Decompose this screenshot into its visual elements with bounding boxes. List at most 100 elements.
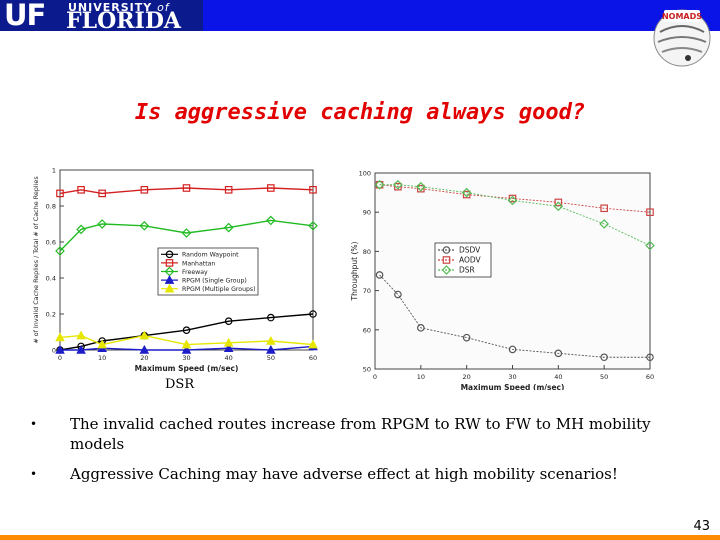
bullet-item-1: • The invalid cached routes increase from…: [30, 414, 670, 454]
uf-logo: UF UNIVERSITY of FLORIDA: [0, 0, 203, 34]
x-axis-label: Maximum Speed (m/sec): [461, 383, 565, 390]
data-point: [265, 215, 276, 226]
y-tick-label: 70: [363, 287, 371, 295]
x-tick-label: 20: [463, 373, 471, 381]
data-point: [56, 189, 64, 198]
data-point: [77, 186, 85, 194]
data-point: [224, 317, 233, 326]
data-point: [55, 332, 65, 342]
y-tick-label: 80: [363, 248, 371, 256]
legend-box: [434, 242, 492, 278]
data-point: [374, 179, 385, 190]
data-point: [267, 184, 275, 192]
data-point: [553, 201, 564, 212]
data-point: [461, 187, 472, 198]
data-point: [139, 330, 150, 340]
data-point: [415, 181, 426, 192]
data-point: [417, 184, 425, 193]
data-point: [267, 313, 275, 322]
data-point: [139, 344, 150, 354]
data-point: [309, 310, 317, 318]
data-point: [140, 186, 149, 194]
legend-label: Freeway: [182, 269, 208, 276]
bullet-item-2: • Aggressive Caching may have adverse eff…: [30, 464, 670, 484]
data-point: [98, 189, 106, 198]
data-point: [599, 219, 610, 229]
data-point: [309, 186, 317, 194]
data-point: [76, 224, 86, 235]
nomads-logo: NOMADS: [653, 9, 711, 67]
bullet-dot-icon: •: [30, 417, 38, 431]
data-point: [554, 198, 563, 207]
data-point: [508, 345, 517, 354]
data-point: [308, 220, 318, 231]
logo-of-word: of: [157, 1, 170, 14]
legend-marker: [165, 250, 174, 259]
x-tick-label: 40: [225, 354, 233, 362]
data-point: [76, 344, 86, 354]
data-point: [224, 186, 233, 194]
x-tick-label: 50: [600, 373, 608, 381]
x-tick-label: 60: [646, 373, 654, 381]
x-tick-label: 30: [508, 373, 516, 381]
data-point: [600, 204, 608, 213]
bullet-dot-icon: •: [30, 467, 38, 481]
legend-label: Random Waypoint: [182, 252, 239, 259]
legend-marker: [165, 259, 174, 267]
y-tick-label: 50: [363, 366, 371, 374]
y-tick-label: 0.6: [46, 239, 56, 247]
chart-caption: DSR: [165, 377, 195, 392]
legend-marker: [164, 275, 175, 284]
data-point: [97, 219, 108, 229]
legend-label: RPGM (Single Group): [182, 278, 247, 285]
data-point: [181, 228, 192, 238]
data-point: [223, 343, 234, 352]
data-point: [393, 179, 403, 190]
data-point: [223, 222, 234, 233]
x-axis-label: Maximum Speed (m/sec): [135, 364, 239, 373]
data-point: [645, 240, 655, 251]
legend-label: DSR: [459, 265, 475, 274]
y-tick-label: 60: [363, 326, 371, 334]
page-number: 43: [693, 519, 710, 534]
logo-uf-text: UF: [4, 0, 46, 32]
bullet-list: • The invalid cached routes increase from…: [30, 414, 670, 494]
x-tick-label: 0: [373, 373, 377, 381]
legend-marker: [441, 265, 452, 275]
throughput-chart: 0 10 20 30 40 50 60 50 60 70 80 90 100 Maximum Speed …: [350, 170, 655, 390]
x-tick-label: 10: [417, 373, 425, 381]
bullet-text-2: Aggressive Caching may have adverse effe…: [70, 465, 618, 483]
data-point: [55, 344, 65, 354]
series-aodv: [375, 180, 654, 217]
logo-florida-text: FLORIDA: [66, 8, 181, 34]
data-point: [76, 330, 86, 340]
invalid-cache-replies-chart: 0 10 20 30 40 50 60 0 0.2 0.4 0.6 0.8 1 Maximum Speed…: [32, 167, 318, 373]
logo-university-word: UNIVERSITY: [68, 1, 153, 14]
data-point: [600, 353, 608, 362]
logo-university-text: UNIVERSITY of: [68, 1, 170, 14]
series-rpgm-multiple-groups-: [55, 330, 318, 349]
legend-marker: [164, 283, 175, 293]
data-point: [375, 271, 384, 279]
legend-marker: [442, 246, 451, 254]
legend-label: AODV: [459, 255, 482, 264]
x-tick-label: 50: [267, 354, 275, 362]
slide-title: Is aggressive caching always good?: [134, 100, 586, 125]
data-point: [508, 194, 517, 203]
y-tick-label: 90: [363, 209, 371, 217]
series-line: [60, 345, 314, 351]
data-point: [417, 324, 425, 332]
data-point: [646, 353, 654, 362]
data-point: [97, 339, 107, 349]
series-manhattan: [56, 184, 317, 198]
x-tick-label: 60: [309, 354, 317, 362]
data-point: [308, 339, 318, 349]
data-point: [182, 326, 191, 335]
data-point: [394, 290, 402, 299]
x-tick-label: 0: [58, 354, 62, 362]
y-axis-label: Throughput (%): [350, 241, 359, 301]
data-point: [462, 333, 471, 342]
y-tick-label: 0.8: [46, 203, 56, 211]
data-point: [266, 344, 276, 354]
data-point: [394, 182, 402, 191]
